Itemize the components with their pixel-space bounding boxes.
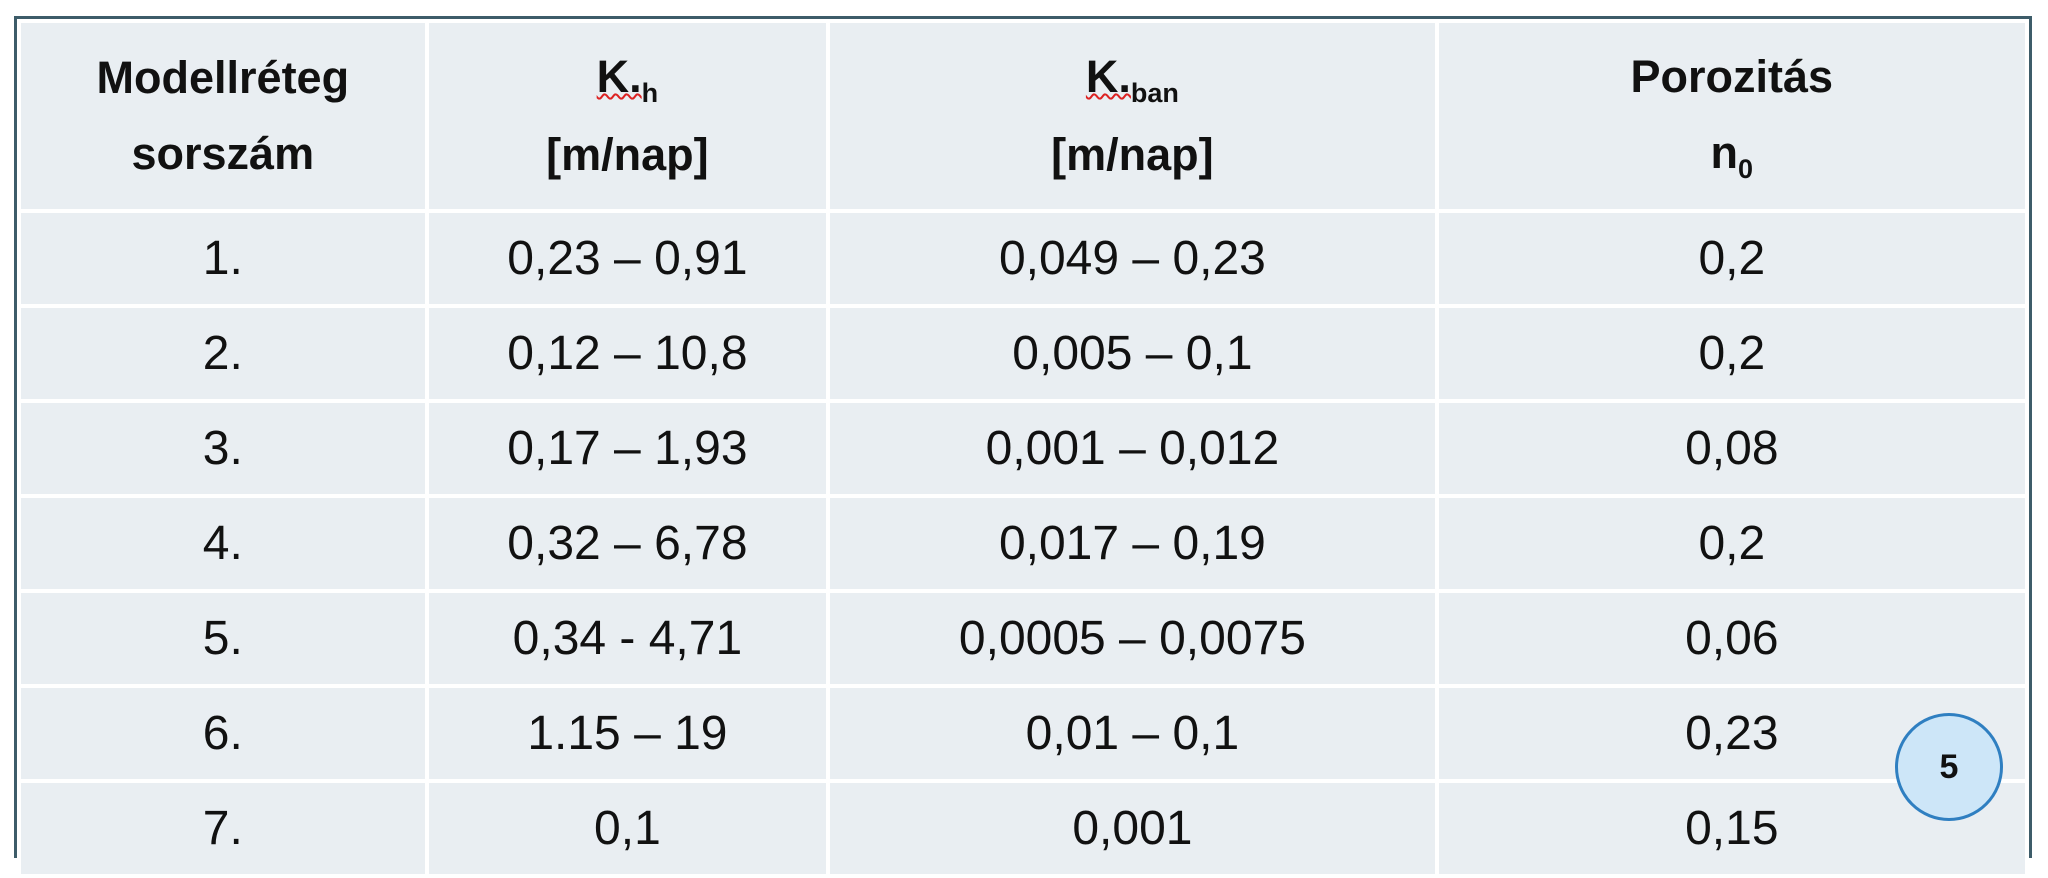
table-cell: 0,001 – 0,012: [826, 399, 1439, 498]
header-cell: K.ban [m/nap]: [826, 19, 1439, 213]
table-cell: 0,2: [1434, 209, 2030, 308]
table-row: 5. 0,34 - 4,71 0,0005 – 0,0075 0,06: [17, 589, 2030, 688]
header-text: [m/nap]: [546, 128, 709, 180]
header-text: K.: [596, 50, 642, 102]
header-text: K.: [1085, 50, 1131, 102]
table-body: 1. 0,23 – 0,91 0,049 – 0,23 0,2 2. 0,12 – 10,…: [17, 209, 2030, 878]
table-cell: 1.15 – 19: [424, 684, 831, 783]
header-text: K.ban: [1085, 50, 1179, 108]
table: Modellréteg sorszám K.h [m/nap] K.ban [m/na…: [17, 19, 2030, 878]
table-cell: 0,17 – 1,93: [424, 399, 831, 498]
table-cell: 0,23 – 0,91: [424, 209, 831, 308]
table-cell: 3.: [17, 399, 429, 498]
table-cell: 0,01 – 0,1: [826, 684, 1439, 783]
header-text: [m/nap]: [1051, 128, 1214, 180]
table-row: 2. 0,12 – 10,8 0,005 – 0,1 0,2: [17, 304, 2030, 403]
table-cell: 0,049 – 0,23: [826, 209, 1439, 308]
table-row: 4. 0,32 – 6,78 0,017 – 0,19 0,2: [17, 494, 2030, 593]
header-cell: Porozitás n0: [1434, 19, 2030, 213]
header-subscript: h: [641, 77, 659, 108]
table-row: 3. 0,17 – 1,93 0,001 – 0,012 0,08: [17, 399, 2030, 498]
header-cell: K.h [m/nap]: [424, 19, 831, 213]
table-frame: Modellréteg sorszám K.h [m/nap] K.ban [m/na…: [14, 16, 2032, 878]
table-cell: 5.: [17, 589, 429, 688]
table-cell: 4.: [17, 494, 429, 593]
header-text: Modellréteg: [96, 51, 350, 103]
table-cell: 0,2: [1434, 494, 2030, 593]
table-row: 7. 0,1 0,001 0,15: [17, 779, 2030, 878]
table-cell: 0,0005 – 0,0075: [826, 589, 1439, 688]
table-cell: 6.: [17, 684, 429, 783]
header-subscript: ban: [1130, 77, 1179, 108]
table-cell: 0,1: [424, 779, 831, 878]
table-row: 6. 1.15 – 19 0,01 – 0,1 0,23: [17, 684, 2030, 783]
table-cell: 1.: [17, 209, 429, 308]
table-cell: 0,32 – 6,78: [424, 494, 831, 593]
header-text: K.h: [596, 50, 659, 108]
header-text: n: [1710, 127, 1739, 179]
table-cell: 0,08: [1434, 399, 2030, 498]
header-row: Modellréteg sorszám K.h [m/nap] K.ban [m/na…: [17, 19, 2030, 213]
table-cell: 2.: [17, 304, 429, 403]
table-cell: 7.: [17, 779, 429, 878]
table-cell: 0,12 – 10,8: [424, 304, 831, 403]
table-cell: 0,017 – 0,19: [826, 494, 1439, 593]
header-subscript: 0: [1738, 154, 1754, 185]
page-badge: 5: [1895, 713, 2003, 821]
table-cell: 0,001: [826, 779, 1439, 878]
header-text: Porozitás: [1630, 50, 1834, 102]
table-cell: 0,2: [1434, 304, 2030, 403]
header-cell: Modellréteg sorszám: [17, 19, 429, 213]
table-cell: 0,06: [1434, 589, 2030, 688]
header-text: sorszám: [131, 128, 315, 179]
table-cell: 0,34 - 4,71: [424, 589, 831, 688]
table-cell: 0,005 – 0,1: [826, 304, 1439, 403]
table-header: Modellréteg sorszám K.h [m/nap] K.ban [m/na…: [17, 19, 2030, 213]
table-row: 1. 0,23 – 0,91 0,049 – 0,23 0,2: [17, 209, 2030, 308]
